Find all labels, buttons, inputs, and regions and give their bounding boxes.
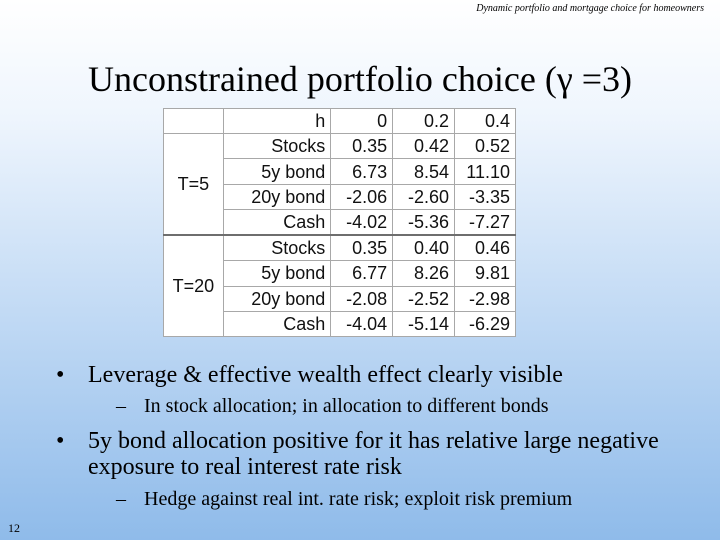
column-header-h04: 0.4: [454, 107, 516, 135]
table-row: 20y bond -2.06 -2.60 -3.35: [164, 183, 516, 210]
bullet-list: • Leverage & effective wealth effect cle…: [56, 358, 696, 510]
sub-bullet-text: Hedge against real int. rate risk; explo…: [144, 488, 573, 510]
table-cell: 0.46: [454, 234, 516, 262]
table-row: T=5 Stocks 0.35 0.42 0.52: [163, 133, 516, 236]
portfolio-table: h 0 0.2 0.4 T=5 Stocks 0.35 0.42 0.52 5y…: [163, 107, 516, 338]
table-row: 20y bond -2.08 -2.52 -2.98: [164, 285, 516, 312]
table-cell: 0.40: [392, 234, 456, 262]
table-cell: 0.35: [330, 234, 394, 262]
table-cell: 8.54: [392, 158, 456, 185]
table-cell: -6.29: [454, 310, 516, 338]
bullet-item: • 5y bond allocation positive for it has…: [56, 428, 696, 480]
corner-cell: [163, 107, 224, 135]
dash-icon: –: [116, 395, 126, 417]
table-cell: -2.08: [330, 285, 394, 312]
table-cell: -2.06: [330, 183, 394, 210]
table-cell: -4.02: [330, 208, 394, 236]
slide-title: Unconstrained portfolio choice (γ =3): [87, 59, 633, 99]
table-cell: -7.27: [454, 208, 516, 236]
bullet-dot-icon: •: [56, 428, 65, 454]
table-cell: 6.77: [330, 260, 394, 287]
asset-label: 20y bond: [222, 183, 332, 210]
table-row: T=20 Stocks 0.35 0.40 0.46: [163, 234, 516, 338]
asset-label: 5y bond: [222, 260, 332, 287]
table-cell: 6.73: [330, 158, 394, 185]
bullet-text: Leverage & effective wealth effect clear…: [88, 362, 563, 388]
table-cell: 0.52: [454, 133, 516, 160]
table-cell: 11.10: [454, 158, 516, 185]
table-cell: 0.42: [392, 133, 456, 160]
header-note: Dynamic portfolio and mortgage choice fo…: [476, 3, 704, 14]
bullet-item: • Leverage & effective wealth effect cle…: [56, 362, 696, 388]
group-label-t20: T=20: [163, 234, 224, 338]
table-cell: -4.04: [330, 310, 394, 338]
table-cell: -2.52: [392, 285, 456, 312]
asset-label: 20y bond: [222, 285, 332, 312]
column-header-h: h: [222, 107, 332, 135]
dash-icon: –: [116, 488, 126, 510]
table-cell: 8.26: [392, 260, 456, 287]
asset-label: Cash: [222, 208, 332, 236]
table-header-row: h 0 0.2 0.4: [163, 107, 516, 135]
table-row: 5y bond 6.73 8.54 11.10: [164, 158, 516, 185]
table-cell: -2.60: [392, 183, 456, 210]
group-label-t5: T=5: [163, 133, 224, 236]
sub-bullet-item: – Hedge against real int. rate risk; exp…: [116, 488, 696, 510]
table-row: Cash -4.04 -5.14 -6.29: [164, 310, 516, 338]
table-row: Cash -4.02 -5.36 -7.27: [164, 208, 516, 236]
bullet-text: 5y bond allocation positive for it has r…: [88, 428, 659, 480]
column-header-h0: 0: [330, 107, 394, 135]
page-number: 12: [8, 521, 20, 535]
table-cell: 9.81: [454, 260, 516, 287]
sub-bullet-text: In stock allocation; in allocation to di…: [144, 395, 549, 417]
asset-label: Stocks: [222, 133, 332, 160]
table-cell: 0.35: [330, 133, 394, 160]
column-header-h02: 0.2: [392, 107, 456, 135]
asset-label: Cash: [222, 310, 332, 338]
portfolio-table-container: h 0 0.2 0.4 T=5 Stocks 0.35 0.42 0.52 5y…: [163, 107, 516, 338]
sub-bullet-item: – In stock allocation; in allocation to …: [116, 395, 696, 417]
asset-label: 5y bond: [222, 158, 332, 185]
table-row: 5y bond 6.77 8.26 9.81: [164, 260, 516, 287]
table-cell: -5.14: [392, 310, 456, 338]
table-cell: -5.36: [392, 208, 456, 236]
table-cell: -3.35: [454, 183, 516, 210]
asset-label: Stocks: [222, 234, 332, 262]
bullet-dot-icon: •: [56, 362, 65, 388]
table-cell: -2.98: [454, 285, 516, 312]
